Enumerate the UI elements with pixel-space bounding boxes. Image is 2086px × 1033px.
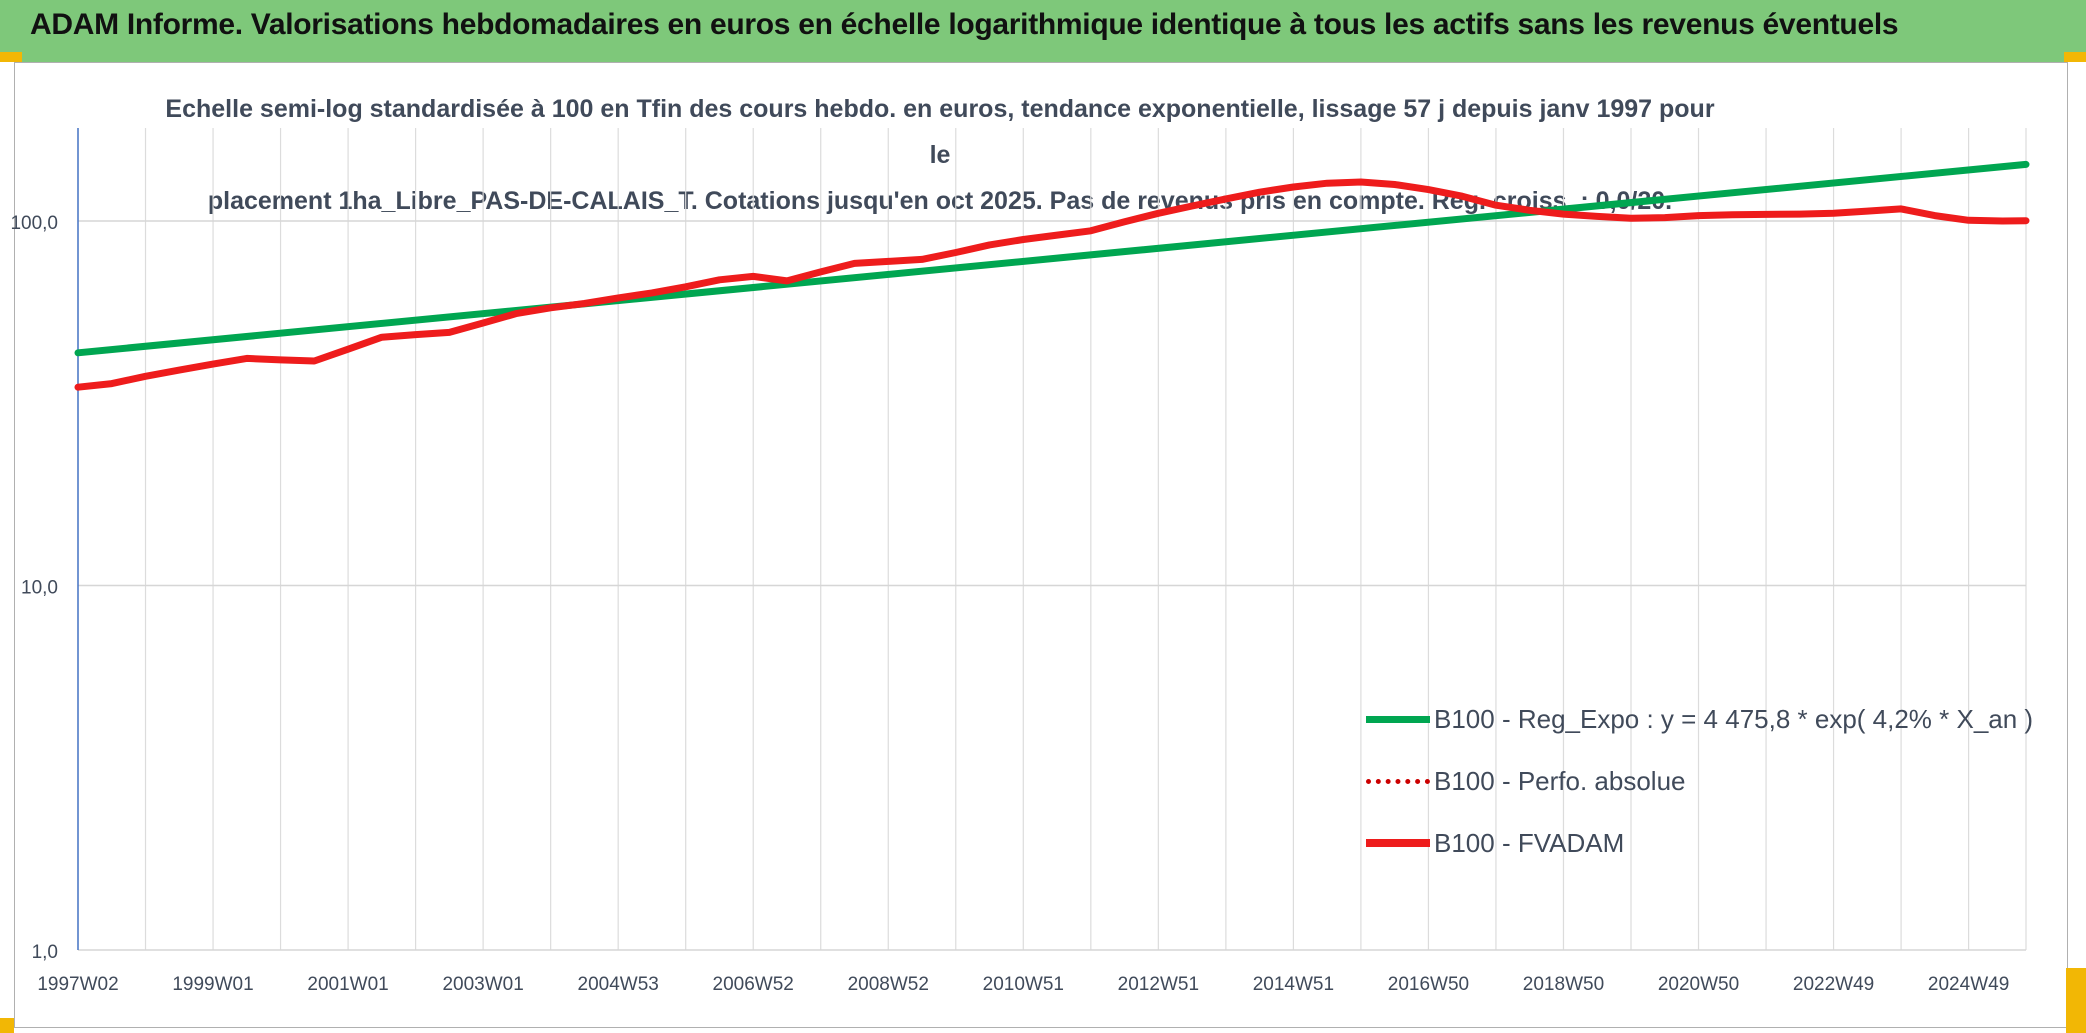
legend-item: B100 - FVADAM <box>1366 812 2026 874</box>
x-tick-label: 1997W02 <box>37 974 118 995</box>
report-title: ADAM Informe. Valorisations hebdomadaire… <box>30 8 1899 41</box>
legend-swatch <box>1366 715 1430 723</box>
x-tick-label: 2020W50 <box>1658 974 1739 995</box>
legend-swatch <box>1366 839 1430 847</box>
grid-lines <box>78 128 2027 951</box>
y-tick-label: 10,0 <box>21 578 58 599</box>
y-tick-labels: 1,0 10,0 100,0 <box>10 213 58 963</box>
legend-label: B100 - Reg_Expo : y = 4 475,8 * exp( 4,2… <box>1434 703 2034 734</box>
chart-title-line-1: Echelle semi-log standardisée à 100 en T… <box>165 95 1715 169</box>
y-tick-label: 100,0 <box>10 213 58 234</box>
x-tick-label: 2003W01 <box>442 974 523 995</box>
x-tick-label: 2014W51 <box>1253 974 1334 995</box>
corner-marker-top-right <box>2064 52 2086 62</box>
x-tick-label: 2004W53 <box>578 974 659 995</box>
series-line-2 <box>74 178 2030 391</box>
series-lines <box>74 160 2030 391</box>
x-tick-label: 1999W01 <box>172 974 253 995</box>
x-tick-label: 2006W52 <box>713 974 794 995</box>
chart-legend: B100 - Reg_Expo : y = 4 475,8 * exp( 4,2… <box>1366 688 2033 874</box>
x-tick-label: 2001W01 <box>307 974 388 995</box>
x-tick-label: 2018W50 <box>1523 974 1604 995</box>
x-tick-label: 2016W50 <box>1388 974 1469 995</box>
x-tick-label: 2010W51 <box>983 974 1064 995</box>
legend-label: B100 - FVADAM <box>1434 827 1625 858</box>
legend-swatch <box>1366 778 1430 784</box>
corner-marker-bottom-left <box>0 1018 14 1033</box>
legend-item: B100 - Perfo. absolue <box>1366 750 2026 812</box>
y-tick-label: 1,0 <box>32 942 58 963</box>
x-tick-label: 2008W52 <box>848 974 929 995</box>
corner-marker-top-left <box>0 52 22 62</box>
x-tick-label: 2024W49 <box>1928 974 2009 995</box>
x-tick-label: 2022W49 <box>1793 974 1874 995</box>
x-tick-labels: 1997W02 1999W01 2001W01 2003W01 2004W53 2006W… <box>37 974 2009 995</box>
series-line-0 <box>74 160 2030 357</box>
corner-marker-bottom-right <box>2066 968 2086 1033</box>
chart-panel <box>14 62 2068 1028</box>
legend-item: B100 - Reg_Expo : y = 4 475,8 * exp( 4,2… <box>1366 688 2033 750</box>
legend-label: B100 - Perfo. absolue <box>1434 765 1686 796</box>
x-tick-label: 2012W51 <box>1118 974 1199 995</box>
report-banner: ADAM Informe. Valorisations hebdomadaire… <box>0 0 2086 62</box>
